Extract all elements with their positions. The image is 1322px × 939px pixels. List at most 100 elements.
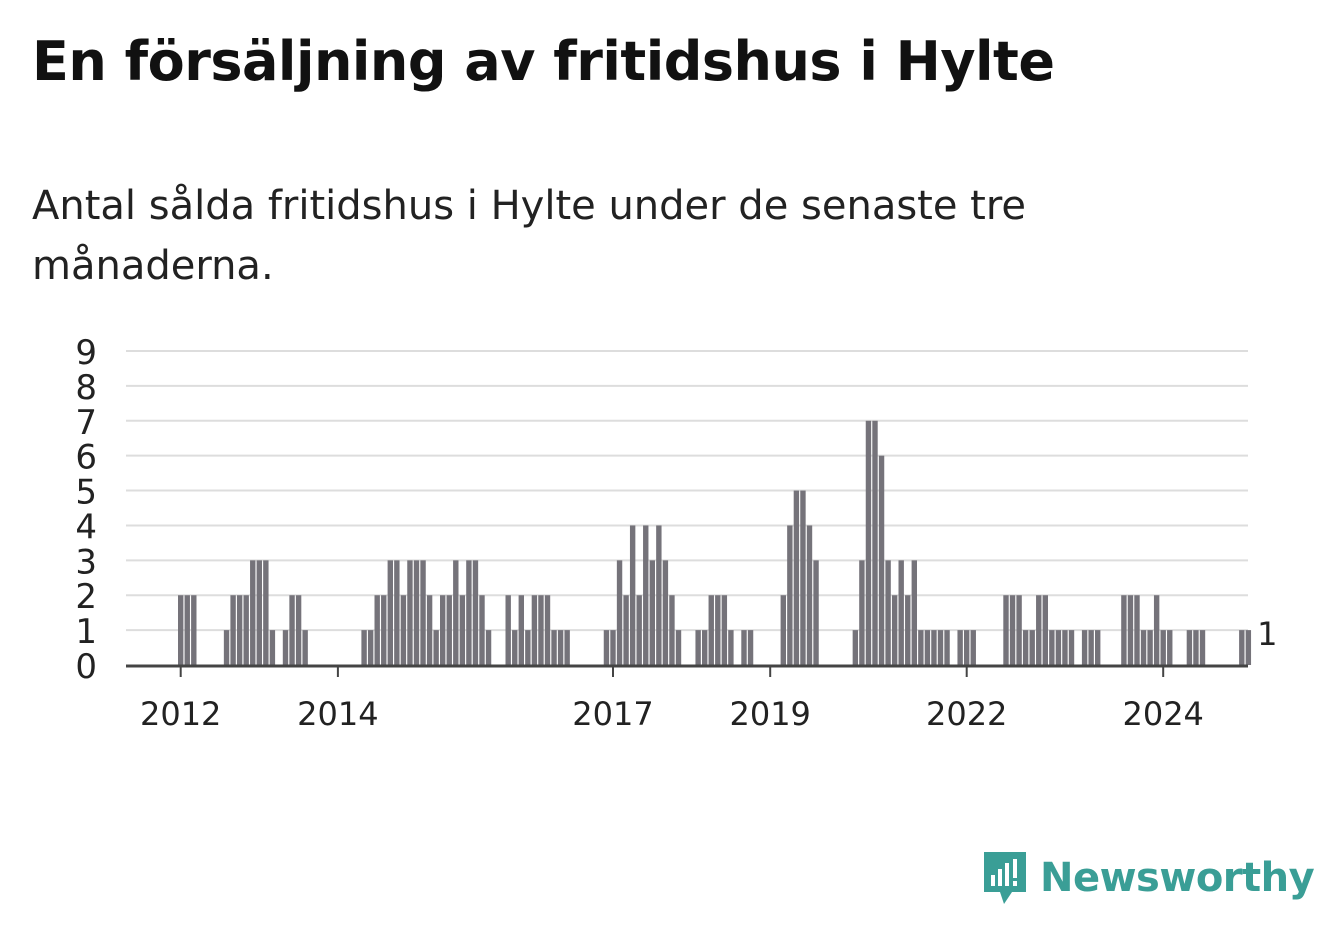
- y-tick-label: 1: [75, 612, 97, 652]
- bar: [924, 630, 931, 665]
- bar: [256, 560, 262, 665]
- x-tick-label: 2017: [572, 695, 653, 733]
- bar: [852, 630, 859, 665]
- bar: [518, 595, 524, 665]
- bar: [387, 560, 393, 665]
- y-tick-label: 4: [75, 507, 97, 547]
- newsworthy-logo-icon: [984, 852, 1026, 904]
- bar: [361, 630, 367, 665]
- bar: [512, 630, 518, 665]
- bar: [538, 595, 544, 665]
- bar: [1081, 630, 1088, 665]
- bar: [865, 420, 872, 665]
- x-tick-label: 2024: [1122, 695, 1203, 733]
- bar: [741, 630, 747, 665]
- bar: [702, 630, 708, 665]
- bar: [1029, 630, 1035, 665]
- bar: [806, 525, 813, 665]
- bar: [878, 455, 885, 665]
- bar: [813, 560, 819, 665]
- bar: [1147, 630, 1153, 665]
- bar: [944, 630, 950, 665]
- bar: [1153, 595, 1160, 665]
- bar: [675, 630, 682, 665]
- bar: [440, 595, 446, 665]
- bar: [433, 630, 439, 665]
- bar: [1095, 630, 1101, 665]
- bar: [295, 595, 302, 665]
- bar: [728, 630, 734, 665]
- bar: [426, 595, 433, 665]
- bar: [905, 595, 911, 665]
- bar: [367, 630, 374, 665]
- bar: [413, 560, 420, 665]
- y-tick-label: 0: [75, 647, 97, 687]
- bar: [250, 560, 256, 665]
- bar: [1062, 630, 1068, 665]
- bar: [505, 595, 511, 665]
- bar: [485, 630, 492, 665]
- bar: [1160, 630, 1166, 665]
- bar: [223, 630, 230, 665]
- bar: [236, 595, 243, 665]
- bar: [407, 560, 413, 665]
- chart-subtitle: Antal sålda fritidshus i Hylte under de …: [32, 183, 1027, 289]
- bar: [787, 525, 793, 665]
- bar: [282, 630, 289, 665]
- chart-bars: [178, 420, 1252, 665]
- y-tick-label: 3: [75, 542, 97, 582]
- bar: [970, 630, 976, 665]
- bar: [1003, 595, 1009, 665]
- bar: [669, 595, 675, 665]
- brand-name: Newsworthy: [1040, 855, 1315, 901]
- bar: [466, 560, 472, 665]
- bar: [1199, 630, 1206, 665]
- bar: [453, 560, 459, 665]
- bar: [1049, 630, 1055, 665]
- bar: [911, 560, 917, 665]
- bar: [374, 595, 380, 665]
- x-tick-label: 2019: [729, 695, 810, 733]
- bar: [1016, 595, 1022, 665]
- bar: [459, 595, 466, 665]
- bar: [381, 595, 387, 665]
- bar: [1088, 630, 1094, 665]
- chart-annotations: 1: [1257, 615, 1277, 653]
- bar: [964, 630, 970, 665]
- data-label: 1: [1257, 615, 1277, 653]
- bar: [479, 595, 485, 665]
- y-tick-label: 9: [75, 333, 97, 373]
- bar: [918, 630, 924, 665]
- bar: [662, 560, 669, 665]
- y-tick-label: 6: [75, 438, 97, 478]
- bar: [715, 595, 721, 665]
- bar: [564, 630, 570, 665]
- x-tick-label: 2014: [297, 695, 378, 733]
- bar: [557, 630, 564, 665]
- bar: [230, 595, 236, 665]
- bar: [793, 490, 800, 665]
- bar: [394, 560, 400, 665]
- bar: [800, 490, 806, 665]
- bar: [898, 560, 904, 665]
- bar: [1134, 595, 1140, 665]
- x-tick-label: 2012: [140, 695, 221, 733]
- bar: [400, 595, 407, 665]
- y-tick-label: 8: [75, 368, 97, 408]
- bar: [931, 630, 937, 665]
- bar: [616, 560, 623, 665]
- bar: [1245, 630, 1252, 665]
- bar: [1140, 630, 1147, 665]
- bar: [178, 595, 184, 665]
- bar: [643, 525, 649, 665]
- bar: [721, 595, 728, 665]
- y-tick-label: 5: [75, 473, 97, 513]
- bar: [629, 525, 636, 665]
- bar: [243, 595, 249, 665]
- bar: [1193, 630, 1199, 665]
- bar: [891, 595, 898, 665]
- chart-title: En försäljning av fritidshus i Hylte: [32, 30, 1055, 93]
- y-tick-label: 7: [75, 403, 97, 443]
- bar: [695, 630, 701, 665]
